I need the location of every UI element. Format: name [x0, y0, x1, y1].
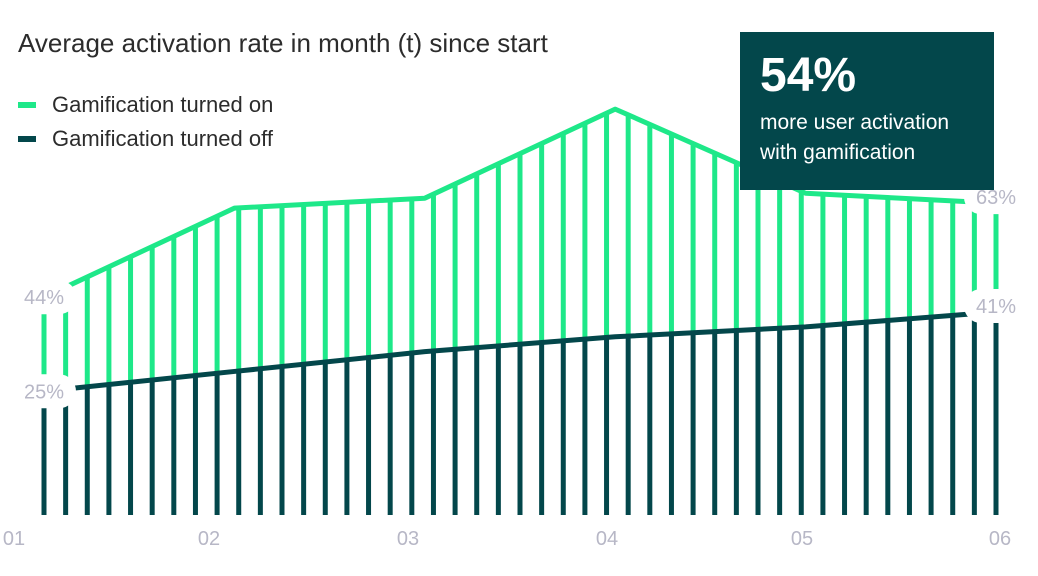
data-label-bg-0: [12, 280, 76, 315]
legend-swatch-on: [18, 102, 36, 108]
series-line-off: [43, 309, 997, 394]
stat-value: 54%: [760, 49, 857, 102]
off-bars-group: [41, 312, 999, 515]
x-tick-04: 04: [595, 528, 619, 550]
series-line-on: [42, 106, 997, 300]
lines-group: [42, 106, 997, 394]
legend-label-on: Gamification turned on: [52, 92, 274, 117]
on-bars-group: [41, 113, 999, 392]
x-tick-05: 05: [790, 528, 814, 550]
data-label-0: 44%: [24, 287, 64, 309]
stat-text-line1: more user activation: [760, 111, 950, 134]
stat-text-line2: with gamification: [760, 141, 916, 164]
x-tick-02: 02: [197, 528, 221, 550]
data-label-bg-3: [964, 289, 1028, 324]
data-label-3: 41%: [976, 296, 1016, 318]
legend: Gamification turned on Gamification turn…: [18, 88, 273, 156]
chart-title: Average activation rate in month (t) sin…: [18, 28, 548, 58]
stat-card: 54% more user activation with gamificati…: [740, 32, 994, 190]
x-tick-06: 06: [988, 528, 1012, 550]
legend-swatch-off: [18, 136, 36, 142]
data-label-2: 63%: [976, 187, 1016, 209]
data-label-1: 25%: [24, 381, 64, 403]
x-tick-01: 01: [2, 528, 26, 550]
legend-item-off: Gamification turned off: [18, 122, 273, 156]
x-tick-03: 03: [396, 528, 420, 550]
data-label-bg-1: [12, 374, 76, 409]
legend-label-off: Gamification turned off: [52, 126, 273, 151]
legend-item-on: Gamification turned on: [18, 88, 273, 122]
